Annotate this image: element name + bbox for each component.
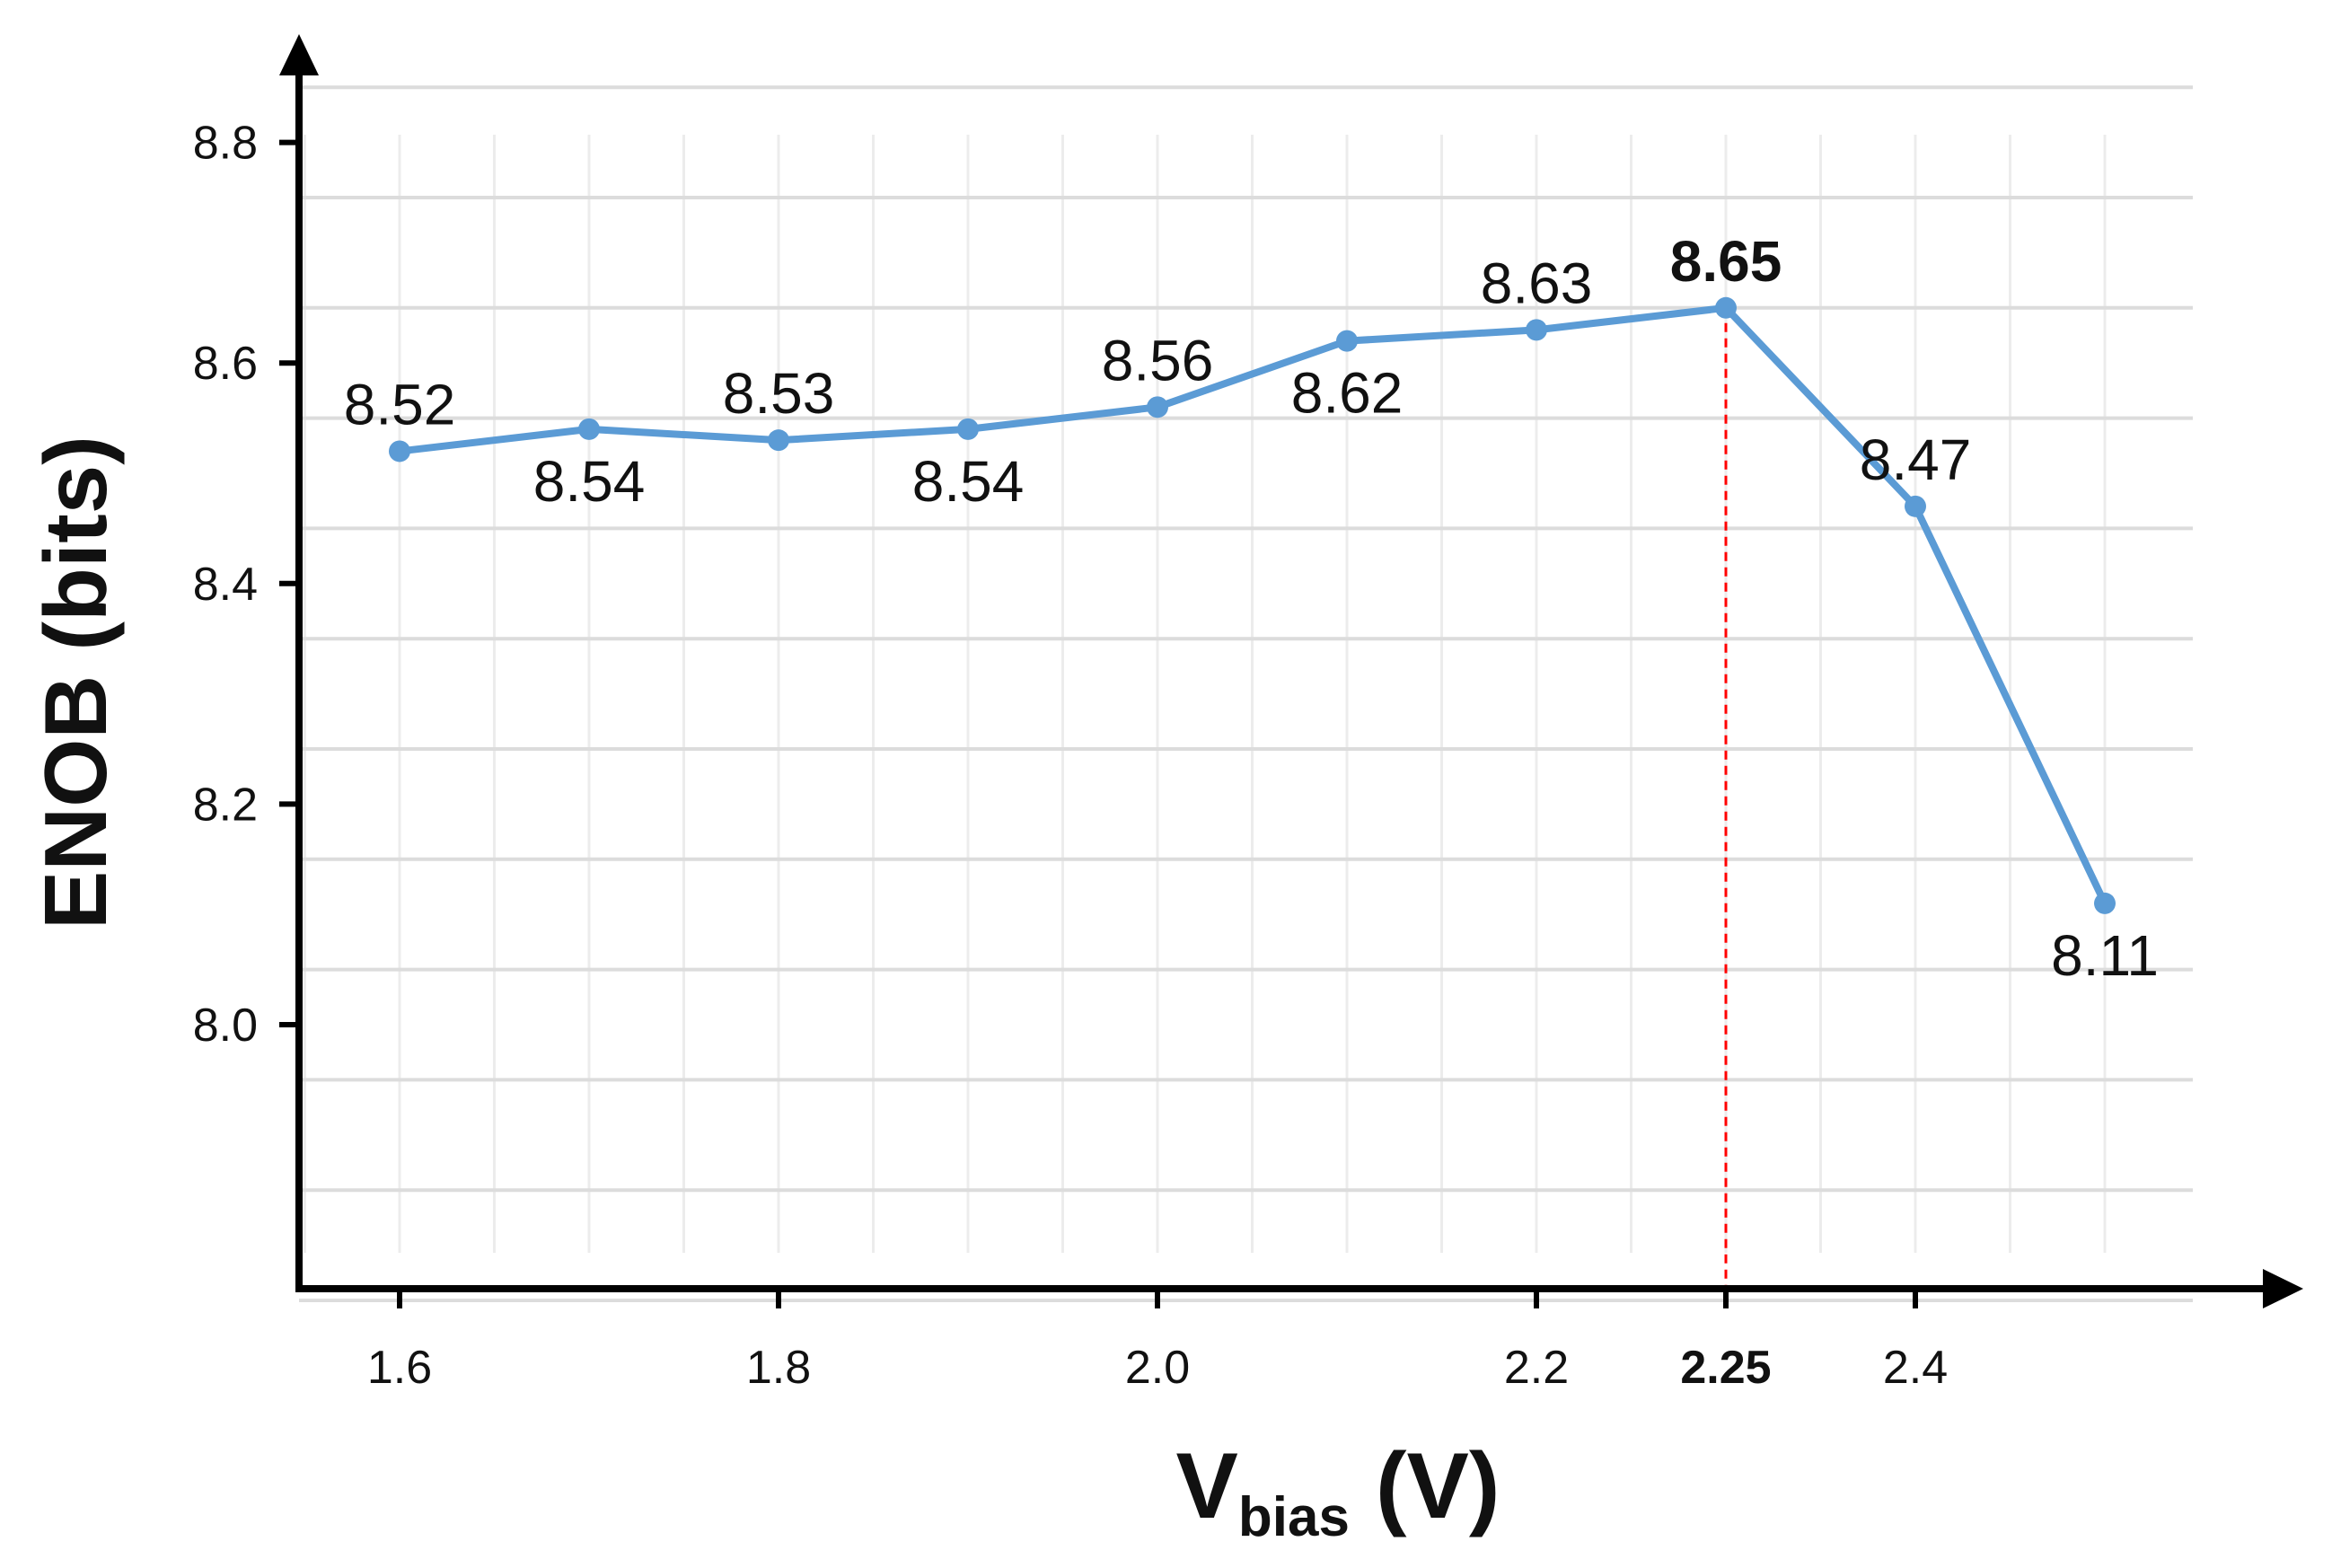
series-line [396, 304, 2108, 907]
x-tick-label-highlight: 2.25 [1680, 1342, 1771, 1394]
data-point [1147, 396, 1168, 418]
y-axis-title: ENOB (bits) [26, 436, 125, 929]
series-layer: 8.52 8.54 8.53 8.54 8.56 8.62 8.63 8.65 8.47 8.11 [344, 229, 2159, 988]
x-axis-title-main: V [1176, 1434, 1238, 1538]
y-tick-label: 8.8 [193, 118, 258, 170]
data-label: 8.62 [1291, 361, 1404, 426]
y-tick-label: 8.6 [193, 338, 258, 390]
x-axis-title: Vbias (V) [1176, 1434, 1500, 1548]
y-axis-arrowhead [279, 34, 319, 75]
x-axis-title-subscript: bias [1238, 1486, 1350, 1548]
data-point [1715, 296, 1737, 319]
y-tick-label: 8.4 [193, 559, 258, 611]
data-point [389, 440, 410, 462]
data-point [1526, 319, 1547, 341]
tick-labels: 1.6 1.8 2.0 2.2 2.4 2.25 8.0 8.2 8.4 8.6 8.8 [193, 118, 1948, 1394]
data-label: 8.54 [533, 449, 646, 514]
x-axis-arrowhead [2263, 1269, 2303, 1308]
data-label: 8.11 [2051, 923, 2159, 988]
x-tick-label: 2.0 [1125, 1342, 1190, 1394]
data-label: 8.52 [344, 372, 456, 436]
data-label: 8.47 [1860, 427, 1972, 492]
y-tick-label: 8.2 [193, 779, 258, 831]
data-point [957, 418, 979, 440]
data-label: 8.63 [1481, 251, 1593, 315]
data-point [1905, 495, 1926, 517]
x-tick-label: 2.2 [1504, 1342, 1569, 1394]
data-point [768, 429, 789, 452]
data-label: 8.53 [723, 361, 835, 426]
grid-lines [299, 85, 2193, 1302]
x-axis-title-unit: (V) [1350, 1434, 1500, 1538]
x-tick-label: 1.6 [367, 1342, 432, 1394]
data-label: 8.54 [912, 449, 1025, 514]
x-tick-label: 1.8 [746, 1342, 811, 1394]
axes-layer [279, 34, 2303, 1308]
data-point [578, 418, 600, 440]
data-point [1336, 330, 1358, 352]
x-tick-label: 2.4 [1883, 1342, 1948, 1394]
data-label: 8.65 [1670, 229, 1782, 294]
y-tick-label: 8.0 [193, 1000, 258, 1052]
data-label: 8.56 [1102, 328, 1214, 392]
data-point [2094, 892, 2116, 914]
